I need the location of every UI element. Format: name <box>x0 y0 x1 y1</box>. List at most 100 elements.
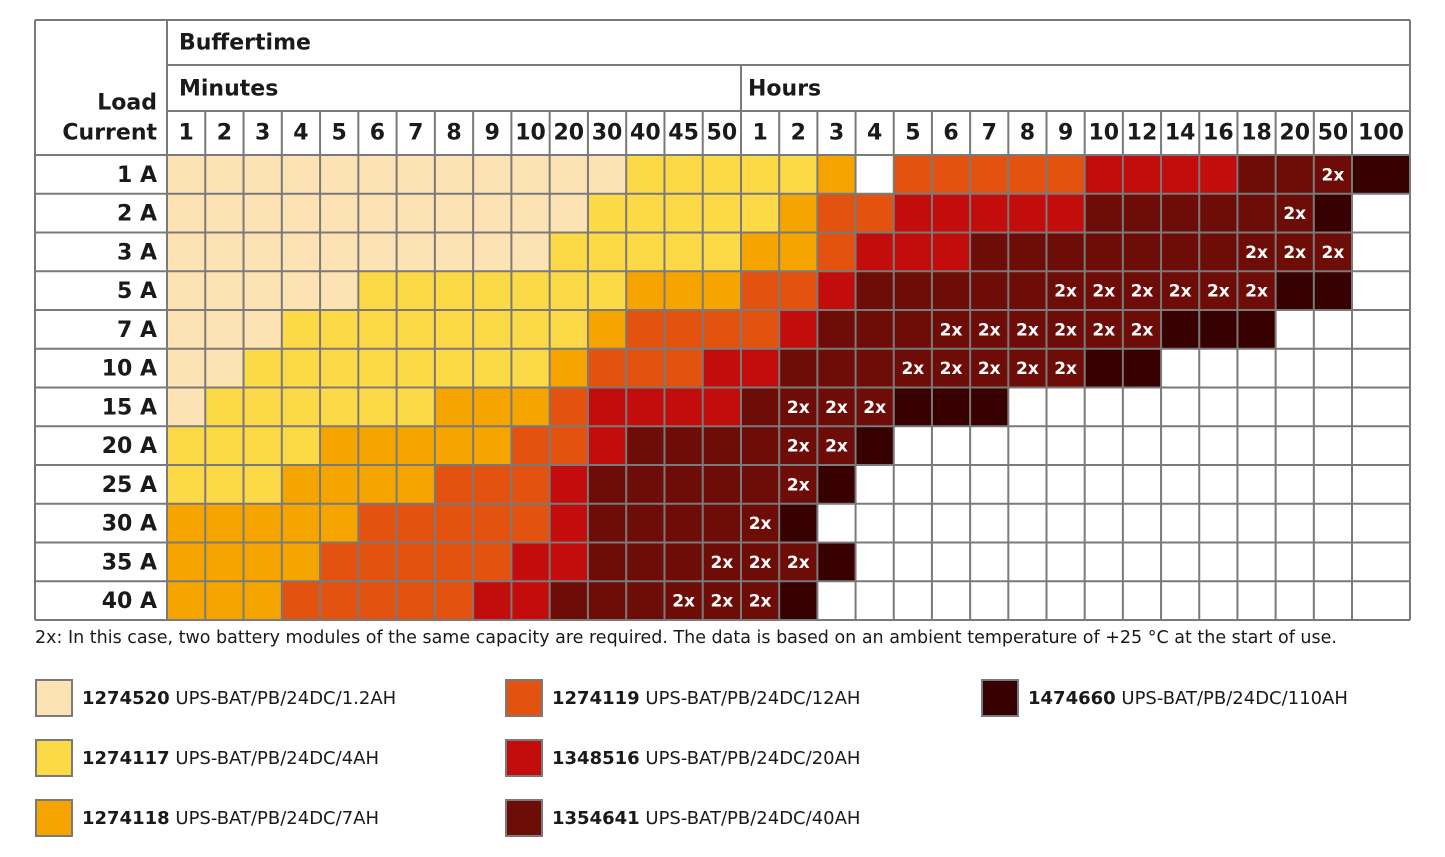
cell-4-29 <box>1237 271 1276 310</box>
cell-9-8 <box>434 465 474 504</box>
cell-2-1 <box>167 193 206 233</box>
cell-8-15 <box>702 426 741 465</box>
cell-6-18 <box>817 348 856 388</box>
cell-11-17 <box>779 542 818 582</box>
cell-10-10 <box>511 503 550 543</box>
cell-2-20 <box>893 193 932 233</box>
row-label: 10 A <box>102 357 157 382</box>
cell-1-3 <box>243 155 282 194</box>
legend-swatch <box>505 739 543 777</box>
cell-6-13 <box>626 348 665 388</box>
cell-8-26 <box>1122 426 1162 465</box>
double-module-label: 2x <box>710 553 733 573</box>
cell-4-9 <box>473 271 512 310</box>
cell-10-1 <box>167 503 206 543</box>
double-module-label: 2x <box>1322 243 1345 263</box>
cell-11-11 <box>549 542 588 582</box>
cell-2-28 <box>1199 193 1238 233</box>
cell-2-29 <box>1237 193 1276 233</box>
cell-10-18 <box>817 503 856 543</box>
cell-4-23 <box>1008 271 1047 310</box>
column-label: 4 <box>867 121 882 146</box>
column-label: 18 <box>1241 121 1272 146</box>
cell-12-13 <box>626 581 665 620</box>
cell-7-18 <box>817 387 856 427</box>
cell-7-25 <box>1084 387 1123 427</box>
cell-5-8 <box>434 310 474 349</box>
cell-9-32 <box>1352 465 1410 504</box>
cell-5-22 <box>970 310 1009 349</box>
column-label: 9 <box>1058 121 1073 146</box>
legend-code: 1274118 <box>82 807 170 829</box>
cell-3-27 <box>1161 232 1200 272</box>
cell-4-2 <box>205 271 244 310</box>
cell-7-19 <box>855 387 894 427</box>
cell-6-8 <box>434 348 474 388</box>
cell-7-1 <box>167 387 206 427</box>
cell-6-14 <box>664 348 703 388</box>
cell-3-9 <box>473 232 512 272</box>
cell-2-26 <box>1122 193 1162 233</box>
cell-6-31 <box>1313 348 1352 388</box>
cell-10-22 <box>970 503 1009 543</box>
cell-12-3 <box>243 581 282 620</box>
cell-3-26 <box>1122 232 1162 272</box>
cell-12-2 <box>205 581 244 620</box>
double-module-label: 2x <box>978 320 1001 340</box>
cell-8-27 <box>1161 426 1200 465</box>
row-label: 20 A <box>102 434 157 459</box>
legend-product-name: UPS-BAT/PB/24DC/12AH <box>639 687 861 709</box>
cell-5-12 <box>587 310 627 349</box>
legend-swatch <box>35 679 73 717</box>
cell-9-20 <box>893 465 932 504</box>
double-module-label: 2x <box>749 514 772 534</box>
cell-5-27 <box>1161 310 1200 349</box>
legend-item: 1474660 UPS-BAT/PB/24DC/110AH <box>981 678 1348 718</box>
cell-12-12 <box>587 581 627 620</box>
cell-1-22 <box>970 155 1009 194</box>
legend-item: 1354641 UPS-BAT/PB/24DC/40AH <box>505 798 860 838</box>
cell-3-3 <box>243 232 282 272</box>
cell-6-2 <box>205 348 244 388</box>
cell-10-11 <box>549 503 588 543</box>
cell-7-10 <box>511 387 550 427</box>
cell-12-27 <box>1161 581 1200 620</box>
legend-product-name: UPS-BAT/PB/24DC/7AH <box>169 807 379 829</box>
cell-9-18 <box>817 465 856 504</box>
cell-2-10 <box>511 193 550 233</box>
cell-6-6 <box>358 348 397 388</box>
cell-9-1 <box>167 465 206 504</box>
cell-12-26 <box>1122 581 1162 620</box>
column-label: 2 <box>217 121 232 146</box>
double-module-label: 2x <box>940 359 963 379</box>
double-module-label: 2x <box>901 359 924 379</box>
cell-2-21 <box>931 193 971 233</box>
cell-8-28 <box>1199 426 1238 465</box>
cell-8-5 <box>320 426 359 465</box>
column-label: 3 <box>829 121 844 146</box>
row-label: 25 A <box>102 473 157 498</box>
cell-9-29 <box>1237 465 1276 504</box>
minutes-header: Minutes <box>179 77 278 102</box>
cell-9-25 <box>1084 465 1123 504</box>
cell-6-9 <box>473 348 512 388</box>
legend-label: 1274117 UPS-BAT/PB/24DC/4AH <box>82 748 379 769</box>
cell-11-1 <box>167 542 206 582</box>
cell-7-13 <box>626 387 665 427</box>
legend-item: 1348516 UPS-BAT/PB/24DC/20AH <box>505 738 860 778</box>
cell-6-23 <box>1008 348 1047 388</box>
cell-10-23 <box>1008 503 1047 543</box>
cell-7-5 <box>320 387 359 427</box>
cell-8-6 <box>358 426 397 465</box>
double-module-label: 2x <box>1283 204 1306 224</box>
cell-10-3 <box>243 503 282 543</box>
cell-10-14 <box>664 503 703 543</box>
cell-8-20 <box>893 426 932 465</box>
cell-2-6 <box>358 193 397 233</box>
cell-1-26 <box>1122 155 1162 194</box>
cell-7-30 <box>1275 387 1314 427</box>
cell-6-17 <box>779 348 818 388</box>
cell-11-6 <box>358 542 397 582</box>
cell-5-18 <box>817 310 856 349</box>
cell-3-11 <box>549 232 588 272</box>
